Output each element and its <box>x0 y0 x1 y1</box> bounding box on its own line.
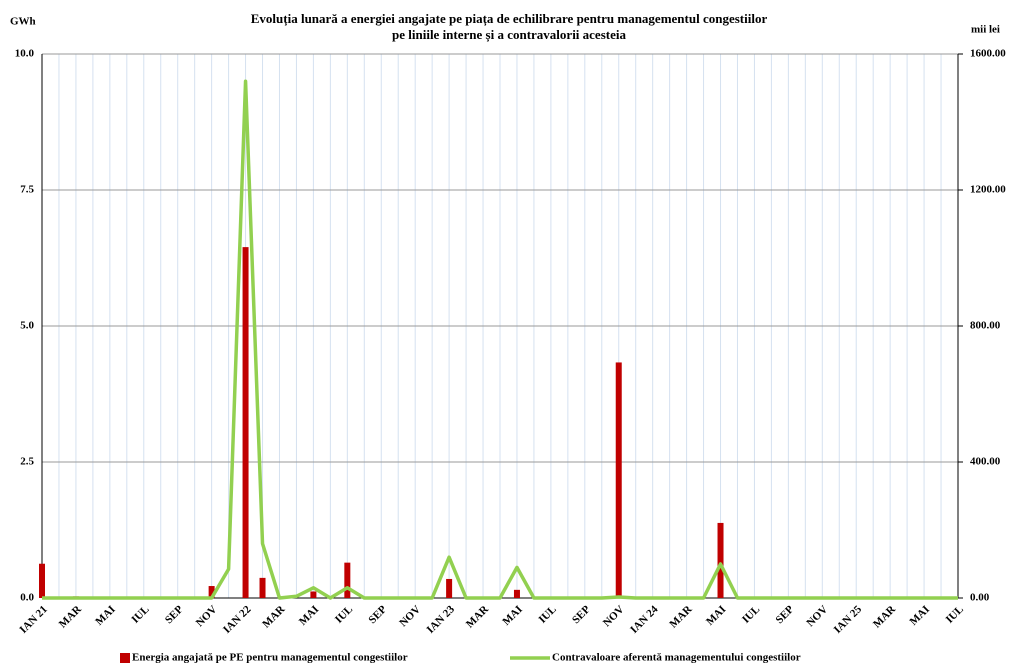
x-tick-label: NOV <box>397 603 423 629</box>
x-tick-label: IAN 22 <box>221 603 254 636</box>
x-tick-label: SEP <box>774 603 797 626</box>
x-tick-label: IAN 24 <box>628 603 661 636</box>
x-tick-label: MAI <box>908 603 932 627</box>
bar <box>259 577 266 598</box>
x-tick-label: MAI <box>704 603 728 627</box>
chart-title: pe liniile interne și a contravalorii ac… <box>392 27 626 43</box>
y-axis-label: GWh <box>10 16 36 28</box>
y-tick-label: 5.0 <box>20 320 34 332</box>
x-tick-label: IAN 21 <box>17 603 49 635</box>
x-tick-label: MAR <box>667 603 695 631</box>
x-tick-label: IAN 23 <box>425 603 458 636</box>
bar <box>513 589 520 598</box>
legend-label: Energia angajată pe PE pentru management… <box>132 652 408 664</box>
bar <box>717 522 724 598</box>
y2-tick-label: 400.00 <box>970 456 1001 468</box>
bar <box>615 362 622 598</box>
x-tick-label: MAI <box>297 603 321 627</box>
x-tick-label: IUL <box>129 603 151 625</box>
x-tick-label: MAR <box>260 603 288 631</box>
x-tick-label: IUL <box>536 603 558 625</box>
x-tick-label: NOV <box>194 603 220 629</box>
x-tick-label: SEP <box>163 603 186 626</box>
bar <box>39 563 45 598</box>
x-tick-label: SEP <box>570 603 593 626</box>
x-tick-label: IUL <box>740 603 762 625</box>
bar <box>446 578 453 598</box>
x-tick-label: MAR <box>871 603 899 631</box>
x-tick-label: MAI <box>500 603 524 627</box>
bar <box>344 562 351 598</box>
x-tick-label: IUL <box>944 603 966 625</box>
y2-axis-label: mii lei <box>971 24 1000 36</box>
x-tick-label: IAN 25 <box>832 603 865 636</box>
y-tick-label: 7.5 <box>20 184 34 196</box>
x-tick-label: NOV <box>804 603 830 629</box>
bar <box>310 591 317 598</box>
line <box>42 79 958 600</box>
x-tick-label: MAR <box>464 603 492 631</box>
x-tick-label: NOV <box>601 603 627 629</box>
y2-tick-label: 1600.00 <box>970 48 1006 60</box>
y2-tick-label: 1200.00 <box>970 184 1006 196</box>
bar <box>242 247 249 598</box>
y-tick-label: 2.5 <box>20 456 34 468</box>
x-tick-label: MAR <box>57 603 85 631</box>
y-tick-label: 10.0 <box>15 48 35 60</box>
y2-tick-label: 0.00 <box>970 592 990 604</box>
y2-tick-label: 800.00 <box>970 320 1001 332</box>
x-tick-label: IUL <box>333 603 355 625</box>
y-tick-label: 0.0 <box>20 592 34 604</box>
legend-swatch <box>120 653 130 663</box>
x-tick-label: SEP <box>366 603 389 626</box>
legend-label: Contravaloare aferentă managementului co… <box>552 652 801 664</box>
bar <box>208 586 215 598</box>
x-tick-label: MAI <box>93 603 117 627</box>
chart-title: Evoluția lunară a energiei angajate pe p… <box>251 11 768 27</box>
